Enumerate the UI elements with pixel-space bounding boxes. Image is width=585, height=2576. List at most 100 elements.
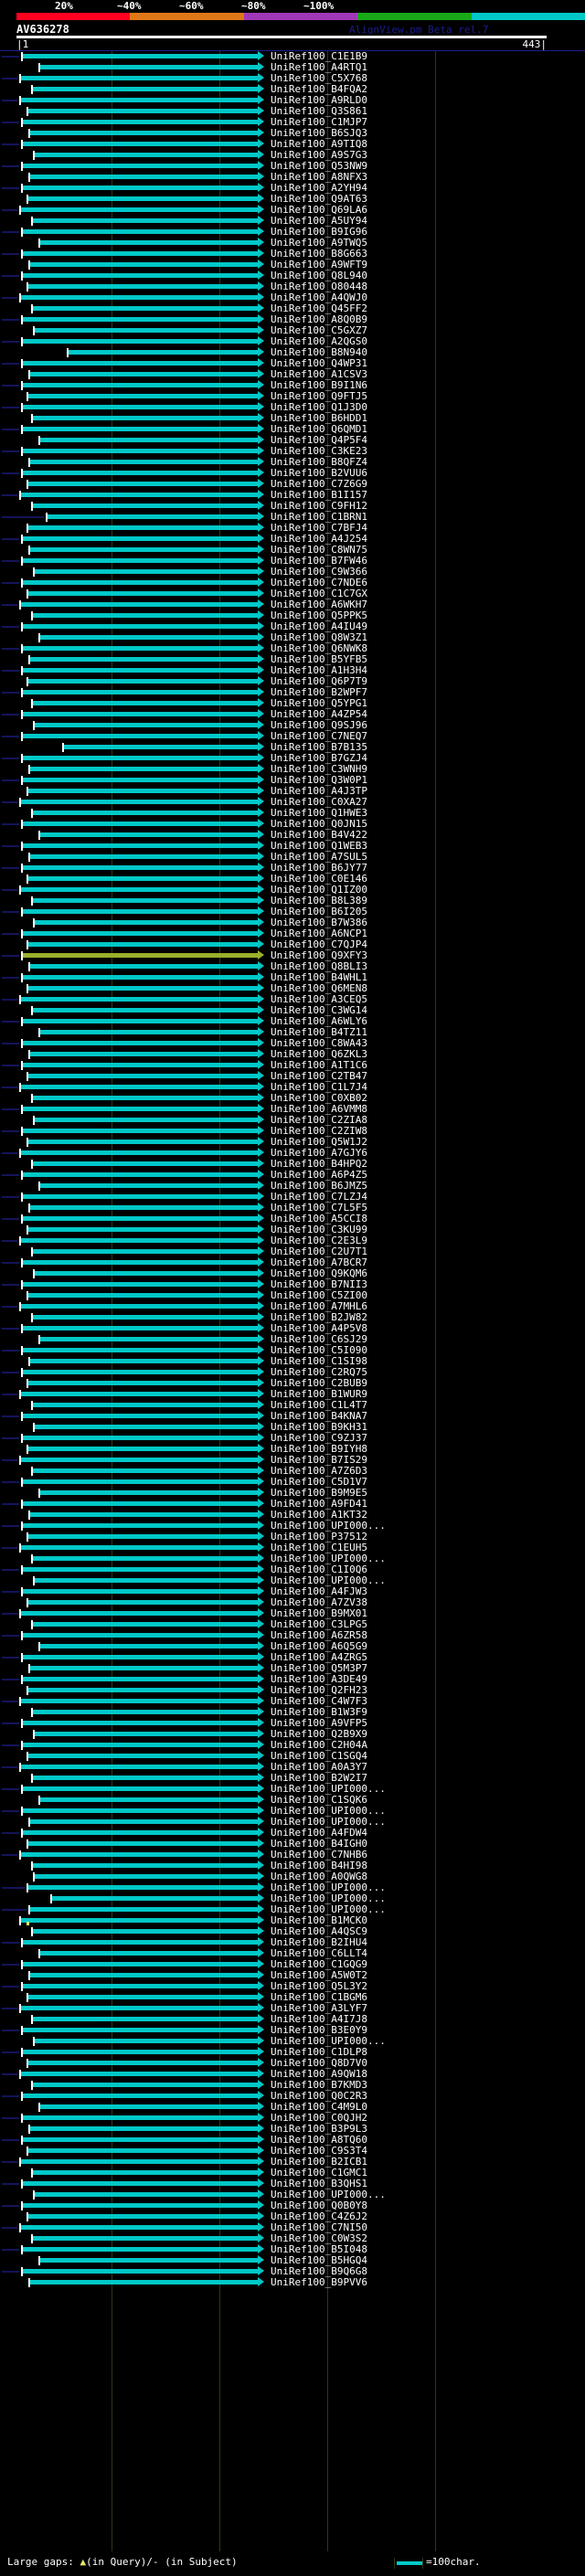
alignment-row[interactable]: UniRef100_C0W3S2 <box>0 2233 585 2244</box>
alignment-bar[interactable] <box>23 1830 258 1835</box>
alignment-bar[interactable] <box>23 339 258 344</box>
alignment-row[interactable]: UniRef100_B2VUU6 <box>0 468 585 479</box>
alignment-row[interactable]: UniRef100_O80448 <box>0 281 585 292</box>
alignment-bar[interactable] <box>20 1392 258 1396</box>
alignment-row[interactable]: UniRef100_B8L389 <box>0 896 585 906</box>
subject-accession-label[interactable]: UniRef100_A0QWG8 <box>271 1871 367 1882</box>
alignment-bar[interactable] <box>32 2083 258 2087</box>
alignment-bar[interactable] <box>32 1468 258 1473</box>
alignment-row[interactable]: UniRef100_B9PVV6 <box>0 2277 585 2288</box>
alignment-bar[interactable] <box>23 1655 258 1659</box>
subject-accession-label[interactable]: UniRef100_A7ZV38 <box>271 1596 367 1608</box>
alignment-bar[interactable] <box>20 1852 258 1857</box>
subject-accession-label[interactable]: UniRef100_A1CSV3 <box>271 368 367 380</box>
alignment-bar[interactable] <box>39 1797 258 1802</box>
subject-accession-label[interactable]: UniRef100_C8WN75 <box>271 544 367 556</box>
alignment-bar[interactable] <box>32 504 258 508</box>
alignment-row[interactable]: UniRef100_Q5W1J2 <box>0 1137 585 1148</box>
alignment-row[interactable]: UniRef100_Q9AT63 <box>0 194 585 205</box>
alignment-row[interactable]: UniRef100_C0E146 <box>0 874 585 885</box>
alignment-row[interactable]: UniRef100_A4J3TP <box>0 786 585 797</box>
alignment-row[interactable]: UniRef100_B9M9E5 <box>0 1488 585 1499</box>
alignment-row[interactable]: UniRef100_C1GMC1 <box>0 2168 585 2178</box>
subject-accession-label[interactable]: UniRef100_A4J3TP <box>271 785 367 797</box>
alignment-row[interactable]: UniRef100_A1H3H4 <box>0 665 585 676</box>
subject-accession-label[interactable]: UniRef100_Q0JN15 <box>271 818 367 830</box>
alignment-row[interactable]: UniRef100_Q6NWK8 <box>0 643 585 654</box>
alignment-row[interactable]: UniRef100_C3WG14 <box>0 1005 585 1016</box>
alignment-row[interactable]: UniRef100_Q1IZ00 <box>0 885 585 896</box>
alignment-row[interactable]: UniRef100_Q8BLI3 <box>0 961 585 972</box>
alignment-row[interactable]: UniRef100_B7FW46 <box>0 556 585 567</box>
subject-accession-label[interactable]: UniRef100_A7SUL5 <box>271 851 367 863</box>
alignment-bar[interactable] <box>35 153 258 157</box>
alignment-bar[interactable] <box>32 1776 258 1780</box>
subject-accession-label[interactable]: UniRef100_B2WPF7 <box>271 686 367 698</box>
alignment-row[interactable]: UniRef100_UPI000... <box>0 1882 585 1893</box>
alignment-row[interactable]: UniRef100_Q9FTJ5 <box>0 391 585 402</box>
subject-accession-label[interactable]: UniRef100_C1SQK6 <box>271 1794 367 1806</box>
alignment-row[interactable]: UniRef100_A3CEQ5 <box>0 994 585 1005</box>
alignment-bar[interactable] <box>30 1512 258 1517</box>
alignment-bar[interactable] <box>23 1282 258 1287</box>
subject-accession-label[interactable]: UniRef100_C1BGM6 <box>271 1991 367 2003</box>
subject-accession-label[interactable]: UniRef100_C3KE23 <box>271 445 367 457</box>
alignment-bar[interactable] <box>23 1633 258 1638</box>
alignment-row[interactable]: UniRef100_A6Q5G9 <box>0 1641 585 1652</box>
alignment-bar[interactable] <box>32 87 258 91</box>
alignment-row[interactable]: UniRef100_UPI000... <box>0 2189 585 2200</box>
subject-accession-label[interactable]: UniRef100_Q5YPG1 <box>271 697 367 709</box>
alignment-bar[interactable] <box>39 65 258 69</box>
alignment-bar[interactable] <box>27 525 258 530</box>
subject-accession-label[interactable]: UniRef100_C2ZIW8 <box>271 1125 367 1137</box>
alignment-row[interactable]: UniRef100_C2RQ75 <box>0 1367 585 1378</box>
subject-accession-label[interactable]: UniRef100_A9TIQ8 <box>271 138 367 150</box>
subject-accession-label[interactable]: UniRef100_C7L5F5 <box>271 1202 367 1214</box>
alignment-bar[interactable] <box>32 1249 258 1254</box>
alignment-row[interactable]: UniRef100_B2JW82 <box>0 1312 585 1323</box>
subject-accession-label[interactable]: UniRef100_C4Z6J2 <box>271 2210 367 2222</box>
alignment-row[interactable]: UniRef100_C2ZIW8 <box>0 1126 585 1137</box>
alignment-row[interactable]: UniRef100_A7Z6D3 <box>0 1466 585 1477</box>
alignment-bar[interactable] <box>35 920 258 925</box>
subject-accession-label[interactable]: UniRef100_B7GZJ4 <box>271 752 367 764</box>
alignment-row[interactable]: UniRef100_B1I157 <box>0 490 585 501</box>
alignment-bar[interactable] <box>35 1732 258 1736</box>
alignment-row[interactable]: UniRef100_A4RTQ1 <box>0 62 585 73</box>
alignment-row[interactable]: UniRef100_C1L4T7 <box>0 1400 585 1411</box>
alignment-row[interactable]: UniRef100_B4HI98 <box>0 1860 585 1871</box>
alignment-row[interactable]: UniRef100_Q1J3D0 <box>0 402 585 413</box>
alignment-bar[interactable] <box>30 1819 258 1824</box>
subject-accession-label[interactable]: UniRef100_A3CEQ5 <box>271 993 367 1005</box>
alignment-row[interactable]: UniRef100_Q4P5F4 <box>0 435 585 446</box>
alignment-row[interactable]: UniRef100_A7GJY6 <box>0 1148 585 1159</box>
alignment-row[interactable]: UniRef100_C1GQG9 <box>0 1959 585 1970</box>
alignment-row[interactable]: UniRef100_C9FH12 <box>0 501 585 512</box>
alignment-bar[interactable] <box>23 1940 258 1945</box>
subject-accession-label[interactable]: UniRef100_B2IHU4 <box>271 1936 367 1948</box>
subject-accession-label[interactable]: UniRef100_C0XB02 <box>271 1092 367 1104</box>
subject-accession-label[interactable]: UniRef100_B3P9L3 <box>271 2123 367 2135</box>
alignment-row[interactable]: UniRef100_B7NII3 <box>0 1279 585 1290</box>
subject-accession-label[interactable]: UniRef100_B2VUU6 <box>271 467 367 479</box>
alignment-bar[interactable] <box>20 1918 258 1923</box>
alignment-bar[interactable] <box>27 109 258 113</box>
alignment-bar[interactable] <box>32 1929 258 1934</box>
alignment-bar[interactable] <box>27 284 258 289</box>
alignment-bar[interactable] <box>20 1545 258 1550</box>
subject-accession-label[interactable]: UniRef100_C2ZIA8 <box>271 1114 367 1126</box>
subject-accession-label[interactable]: UniRef100_Q5PPK5 <box>271 610 367 621</box>
alignment-row[interactable]: UniRef100_A8NFX3 <box>0 172 585 183</box>
alignment-bar[interactable] <box>27 2148 258 2153</box>
alignment-row[interactable]: UniRef100_Q9SJ96 <box>0 720 585 731</box>
alignment-row[interactable]: UniRef100_C3LPG5 <box>0 1619 585 1630</box>
alignment-bar[interactable] <box>27 789 258 793</box>
subject-accession-label[interactable]: UniRef100_C1GMC1 <box>271 2167 367 2178</box>
subject-accession-label[interactable]: UniRef100_B1WUR9 <box>271 1388 367 1400</box>
subject-accession-label[interactable]: UniRef100_B4TZ11 <box>271 1026 367 1038</box>
alignment-row[interactable]: UniRef100_B8QFZ4 <box>0 457 585 468</box>
alignment-bar[interactable] <box>20 1765 258 1769</box>
alignment-bar[interactable] <box>27 876 258 881</box>
alignment-row[interactable]: UniRef100_A2YH94 <box>0 183 585 194</box>
alignment-row[interactable]: UniRef100_Q0C2R3 <box>0 2091 585 2102</box>
